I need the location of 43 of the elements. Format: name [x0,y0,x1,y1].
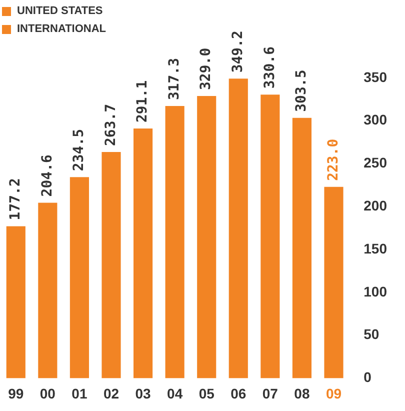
x-tick-label: 07 [262,385,278,402]
y-tick-label: 350 [364,68,388,85]
y-tick-label: 200 [364,198,388,214]
data-label: 263.7 [102,104,119,146]
y-tick-label: 150 [364,240,388,256]
bar [38,202,58,378]
bar [70,177,89,378]
legend-label: UNITED STATES [17,5,103,17]
x-tick-label: 05 [198,385,215,402]
y-tick-label: 50 [364,326,380,342]
x-tick-label: 02 [103,385,120,402]
data-label: 349.2 [230,30,246,73]
data-label: 291.1 [134,80,151,123]
x-tick-label: 06 [230,385,246,402]
bar [102,152,121,378]
y-tick-label: 250 [364,154,388,171]
x-tick-label: 09 [326,385,342,402]
x-tick-label: 04 [167,385,183,402]
x-tick-label: 08 [294,385,310,402]
bar [197,96,216,378]
data-label: 234.5 [71,128,88,172]
data-label: 204.6 [39,154,56,197]
bar [260,94,280,378]
bar [134,128,153,378]
x-tick-label: 01 [72,385,88,402]
legend-label: INTERNATIONAL [17,23,106,35]
data-label: 317.3 [166,58,182,100]
data-label: 329.0 [198,48,214,90]
bar [228,78,248,378]
y-tick-label: 0 [364,369,372,386]
y-tick-label: 300 [364,112,388,128]
y-tick-label: 100 [364,283,388,300]
x-tick-label: 99 [8,385,24,402]
data-label: 223.0 [325,138,342,181]
data-label: 177.2 [8,178,24,220]
bar [324,186,344,378]
bar [292,118,312,378]
x-tick-label: 00 [40,385,56,402]
bar [6,226,26,378]
data-label: 303.5 [294,70,310,112]
x-tick-label: 03 [135,385,152,402]
data-label: 330.6 [262,46,278,89]
bar [165,106,184,378]
